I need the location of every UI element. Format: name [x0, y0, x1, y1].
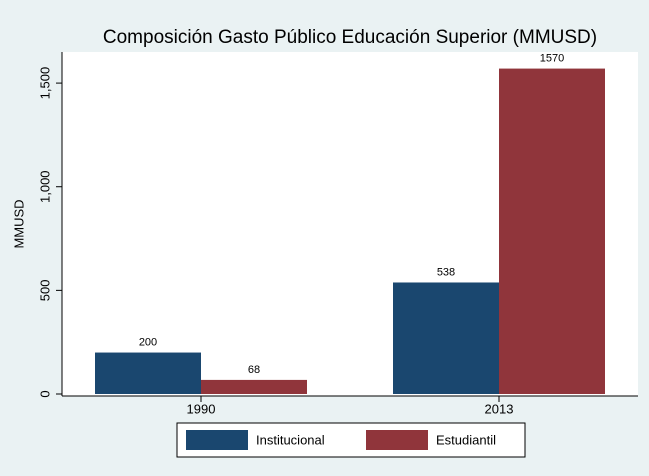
y-tick-label: 500 — [37, 280, 52, 302]
x-tick-label: 2013 — [485, 401, 514, 416]
bar — [499, 68, 605, 394]
value-label: 1570 — [540, 52, 564, 64]
bar — [393, 282, 499, 394]
value-label: 68 — [248, 364, 260, 376]
y-tick-label: 1,500 — [37, 67, 52, 100]
y-tick-label: 1,000 — [37, 170, 52, 203]
value-label: 538 — [437, 266, 455, 278]
legend-label: Institucional — [256, 432, 325, 447]
chart-title: Composición Gasto Público Educación Supe… — [103, 27, 597, 48]
legend-label: Estudiantil — [436, 432, 496, 447]
y-axis-label: MMUSD — [11, 199, 26, 248]
x-tick-label: 1990 — [187, 401, 216, 416]
y-tick-label: 0 — [37, 390, 52, 397]
value-label: 200 — [139, 336, 157, 348]
legend-swatch — [186, 430, 248, 450]
bar — [201, 379, 307, 394]
legend-swatch — [366, 430, 428, 450]
bar — [95, 352, 201, 394]
